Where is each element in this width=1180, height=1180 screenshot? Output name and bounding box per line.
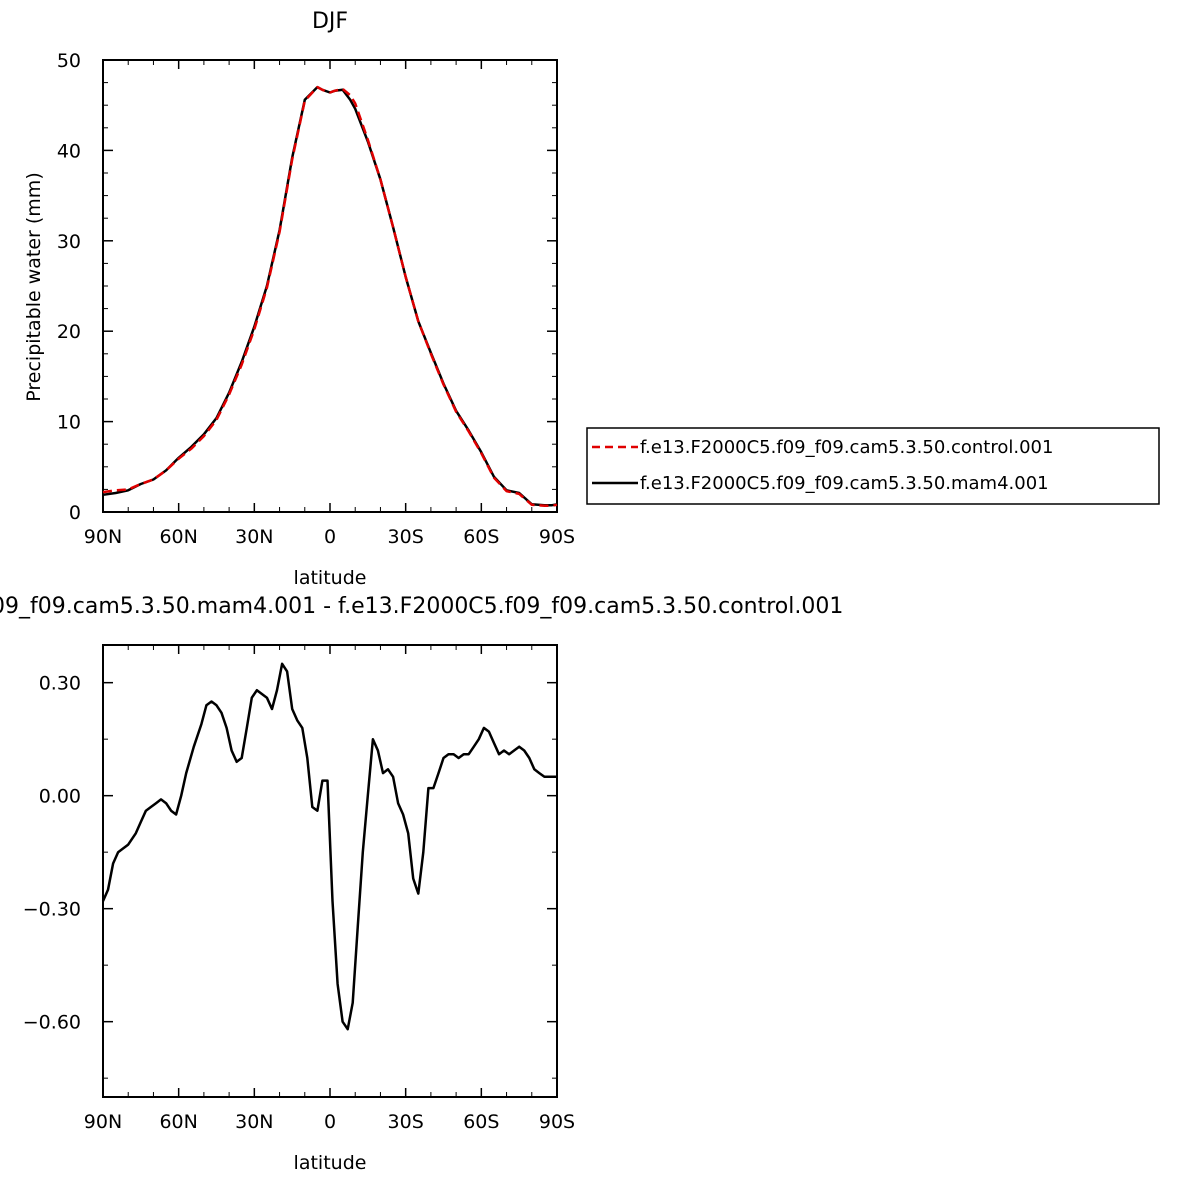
tick-marks [102,59,558,513]
y-axis-title: Precipitable water (mm) [23,172,45,401]
x-tick-label: 60S [463,1111,499,1133]
series-lines [102,85,558,507]
x-tick-label: 30N [235,1111,273,1133]
x-tick-label: 30S [388,1111,424,1133]
x-tick-label: 90S [539,526,575,548]
x-axis-title: latitude [294,1152,367,1174]
y-tick-labels: 0 10 20 30 40 50 [57,50,81,524]
series-line-0 [101,662,557,1031]
y-tick-label: 20 [57,321,81,343]
x-tick-label: 30N [235,526,273,548]
y-tick-labels: 0.30 0.00 −0.30 −0.60 [23,673,81,1034]
x-tick-label: 90N [84,1111,122,1133]
x-tick-label: 60S [463,526,499,548]
legend-label-mam4: f.e13.F2000C5.f09_f09.cam5.3.50.mam4.001 [640,473,1049,494]
x-tick-label: 0 [324,526,336,548]
plot-frame [102,59,558,513]
x-tick-label: 30S [388,526,424,548]
x-tick-label: 90S [539,1111,575,1133]
y-tick-label: −0.30 [23,899,81,921]
y-tick-label: −0.60 [23,1012,81,1034]
x-tick-label: 60N [159,1111,197,1133]
series-lines [101,662,557,1031]
x-tick-label: 0 [324,1111,336,1133]
y-tick-label: 50 [57,50,81,72]
x-tick-labels: 90N 60N 30N 0 30S 60S 90S [84,1111,575,1133]
panel-title-djf: DJF [312,9,348,34]
legend: f.e13.F2000C5.f09_f09.cam5.3.50.control.… [586,427,1160,505]
legend-label-control: f.e13.F2000C5.f09_f09.cam5.3.50.control.… [640,437,1053,458]
y-tick-label: 10 [57,412,81,434]
x-axis-title: latitude [294,567,367,589]
y-tick-label: 30 [57,231,81,253]
panel-title-difference: f.e13.F2000C5.f09_f09.cam5.3.50.mam4.001… [0,594,843,619]
x-tick-label: 60N [159,526,197,548]
series-line-0 [102,85,558,507]
y-tick-label: 0.00 [39,786,81,808]
series-line-1 [102,85,558,507]
top-panel: DJF 90N 60N 30N 0 30S 60S 90S 0 10 20 30 40 50 lati… [23,9,1160,589]
x-tick-label: 90N [84,526,122,548]
y-tick-label: 0.30 [39,673,81,695]
y-tick-label: 0 [69,502,81,524]
y-tick-label: 40 [57,140,81,162]
x-tick-labels: 90N 60N 30N 0 30S 60S 90S [84,526,575,548]
bottom-panel: f.e13.F2000C5.f09_f09.cam5.3.50.mam4.001… [0,594,843,1174]
tick-marks [102,645,558,1097]
legend-box [586,427,1160,505]
